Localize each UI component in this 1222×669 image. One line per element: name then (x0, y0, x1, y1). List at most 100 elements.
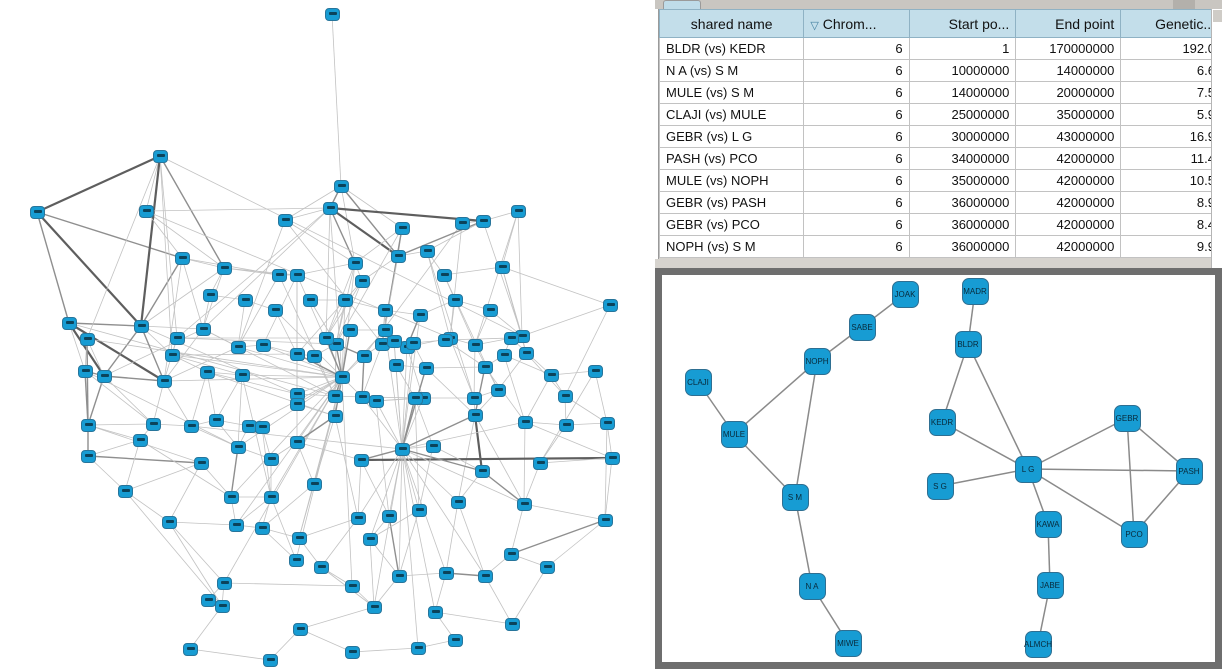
graph-edge[interactable] (87, 423, 154, 426)
network-node[interactable] (293, 623, 308, 636)
subnetwork-node-madr[interactable]: MADR (961, 277, 989, 305)
graph-edge[interactable] (261, 483, 315, 529)
edge-table-row[interactable]: GEBR (vs) L G 6 30000000 43000000 16.9 (658, 125, 1222, 148)
edge-table-row[interactable]: BLDR (vs) KEDR 6 1 170000000 192.0 (658, 37, 1222, 60)
graph-edge[interactable] (168, 521, 223, 607)
network-node[interactable] (544, 369, 559, 382)
graph-edge[interactable] (341, 376, 353, 587)
network-node[interactable] (229, 519, 244, 532)
graph-edge[interactable] (501, 266, 611, 306)
graph-edge[interactable] (270, 496, 297, 561)
graph-edge[interactable] (237, 274, 280, 348)
graph-edge[interactable] (503, 354, 526, 423)
graph-edge[interactable] (274, 309, 343, 378)
graph-edge[interactable] (181, 257, 204, 330)
network-node[interactable] (518, 416, 533, 429)
table-cell[interactable]: N A (vs) S M (658, 59, 805, 82)
graph-edge[interactable] (296, 441, 315, 485)
table-cell[interactable]: 42000000 (1015, 235, 1122, 258)
network-node[interactable] (307, 478, 322, 491)
table-cell[interactable]: 9.9 (1120, 235, 1222, 258)
subnetwork-node-s-g[interactable]: S G (926, 472, 954, 500)
graph-edge[interactable] (168, 521, 237, 526)
graph-edge[interactable] (794, 360, 818, 498)
table-cell[interactable]: GEBR (vs) PCO (658, 213, 805, 236)
graph-edge[interactable] (351, 647, 419, 653)
graph-edge[interactable] (401, 448, 459, 503)
graph-edge[interactable] (237, 374, 243, 448)
table-cell[interactable]: 6 (803, 125, 910, 148)
graph-edge[interactable] (230, 446, 239, 498)
graph-edge[interactable] (168, 462, 202, 523)
network-node[interactable] (194, 457, 209, 470)
graph-edge[interactable] (163, 376, 343, 382)
table-cell[interactable]: MULE (vs) NOPH (658, 169, 805, 192)
network-node[interactable] (146, 418, 161, 431)
network-node[interactable] (540, 561, 555, 574)
table-cell[interactable]: 170000000 (1015, 37, 1122, 60)
graph-edge[interactable] (103, 375, 165, 382)
graph-edge[interactable] (320, 517, 359, 568)
graph-edge[interactable] (68, 322, 86, 372)
table-cell[interactable]: 36000000 (908, 191, 1017, 214)
graph-edge[interactable] (395, 364, 403, 450)
graph-edge[interactable] (145, 207, 331, 212)
graph-edge[interactable] (87, 439, 141, 457)
network-node[interactable] (408, 392, 423, 405)
table-cell[interactable]: 36000000 (908, 235, 1017, 258)
network-node[interactable] (389, 359, 404, 372)
graph-edge[interactable] (124, 439, 141, 492)
network-node[interactable] (345, 580, 360, 593)
graph-edge[interactable] (401, 397, 416, 450)
network-node[interactable] (505, 618, 520, 631)
graph-edge[interactable] (329, 207, 356, 264)
graph-edge[interactable] (124, 490, 223, 607)
table-cell[interactable]: 14000000 (1015, 59, 1122, 82)
graph-edge[interactable] (341, 299, 346, 378)
graph-edge[interactable] (86, 155, 161, 340)
graph-edge[interactable] (145, 155, 161, 212)
network-node[interactable] (378, 304, 393, 317)
network-node[interactable] (517, 498, 532, 511)
subnetwork-node-l-g[interactable]: L G (1014, 455, 1042, 483)
graph-edge[interactable] (369, 448, 403, 540)
network-node[interactable] (348, 257, 363, 270)
graph-edge[interactable] (397, 220, 484, 257)
subnetwork-node-pco[interactable]: PCO (1120, 520, 1148, 548)
subnetwork-node-joak[interactable]: JOAK (891, 280, 919, 308)
network-node[interactable] (428, 606, 443, 619)
network-node[interactable] (420, 245, 435, 258)
network-node[interactable] (175, 252, 190, 265)
network-node[interactable] (519, 347, 534, 360)
column-header-end-point[interactable]: End point (1015, 9, 1122, 38)
graph-edge[interactable] (425, 366, 486, 369)
subnetwork-node-mule[interactable]: MULE (720, 420, 748, 448)
graph-edge[interactable] (434, 611, 513, 625)
table-cell[interactable]: 42000000 (1015, 169, 1122, 192)
network-node[interactable] (439, 567, 454, 580)
subnetwork-node-noph[interactable]: NOPH (803, 347, 831, 375)
graph-edge[interactable] (414, 397, 434, 447)
network-node[interactable] (533, 457, 548, 470)
network-node[interactable] (256, 339, 271, 352)
graph-edge[interactable] (523, 421, 526, 505)
graph-edge[interactable] (202, 207, 331, 330)
graph-edge[interactable] (86, 338, 343, 378)
graph-edge[interactable] (284, 219, 383, 345)
network-node[interactable] (278, 214, 293, 227)
subnetwork-node-kedr[interactable]: KEDR (928, 408, 956, 436)
network-node[interactable] (345, 646, 360, 659)
table-cell[interactable]: 11.4 (1120, 147, 1222, 170)
network-node[interactable] (81, 419, 96, 432)
network-node[interactable] (196, 323, 211, 336)
table-cell[interactable]: 6 (803, 147, 910, 170)
graph-edge[interactable] (360, 459, 390, 517)
graph-edge[interactable] (298, 483, 315, 539)
network-node[interactable] (438, 334, 453, 347)
graph-edge[interactable] (87, 375, 105, 426)
graph-edge[interactable] (511, 566, 548, 625)
edge-table-row[interactable]: MULE (vs) NOPH 6 35000000 42000000 10.5 (658, 169, 1222, 192)
graph-edge[interactable] (262, 344, 343, 378)
graph-edge[interactable] (145, 210, 183, 259)
network-node[interactable] (290, 398, 305, 411)
